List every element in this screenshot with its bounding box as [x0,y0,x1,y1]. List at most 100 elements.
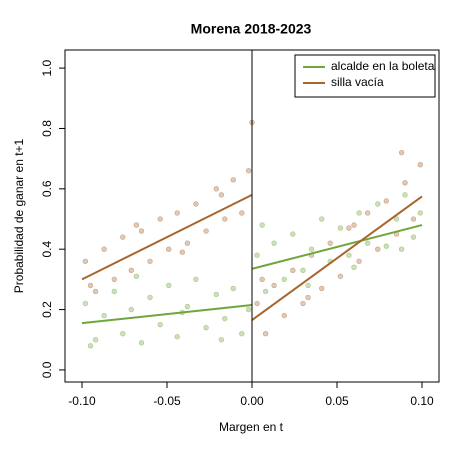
chart-title: Morena 2018-2023 [191,21,312,37]
point [410,234,417,240]
point [346,252,352,258]
point [203,228,209,234]
point [193,276,199,283]
y-tick-label: 0.0 [40,361,54,378]
point [179,249,186,255]
point [157,321,163,328]
point [300,267,306,274]
point [402,192,408,198]
point [166,246,172,252]
point [239,210,245,216]
point [398,149,405,156]
point [222,315,228,322]
point [133,222,140,228]
point [239,331,245,337]
point [305,282,311,289]
fit-line [81,193,253,281]
point [184,240,191,246]
point [300,300,306,307]
point [393,216,400,222]
point [259,276,265,283]
point [230,285,237,292]
point [230,177,237,183]
point [417,161,423,168]
legend-label: alcalde en la boleta [331,59,435,73]
point [364,210,371,216]
point [290,231,296,237]
point [417,210,423,216]
point [319,216,325,222]
point [128,267,135,274]
x-tick-label: -0.10 [68,394,96,408]
point [383,243,389,249]
point [133,273,140,280]
legend-label: silla vacía [331,75,384,89]
point [356,210,362,216]
point [92,337,99,343]
point [128,306,135,313]
point [147,294,153,301]
y-tick-label: 0.6 [40,180,54,197]
point [87,282,94,289]
point [262,331,269,337]
point [327,240,333,246]
point [147,258,153,264]
x-tick-label: 0.10 [410,394,434,408]
point [213,186,220,192]
y-tick-label: 1.0 [40,59,54,76]
x-tick-label: 0.00 [240,394,264,408]
point [271,240,277,246]
point [203,324,209,331]
point [402,180,408,186]
point [111,276,118,283]
fit-line [81,304,253,325]
point [111,288,118,295]
point [120,331,126,337]
legend-box [294,54,436,98]
point [254,300,260,307]
x-tick-label: 0.05 [325,394,349,408]
point [174,210,180,216]
point [120,234,126,240]
point [218,337,225,343]
point [308,246,315,252]
point [254,252,260,258]
point [410,216,417,222]
y-tick-label: 0.4 [40,241,54,258]
y-tick-label: 0.8 [40,120,54,137]
point [351,222,357,228]
point [82,300,89,307]
point [245,168,252,174]
plot-frame [64,49,440,383]
point [383,198,389,204]
point [213,291,220,298]
x-axis-label: Margen en t [219,420,284,434]
point [222,216,228,222]
point [245,306,252,313]
point [356,258,362,264]
point [138,228,145,234]
point [157,216,163,222]
y-axis-label: Probabilidad de ganar en t+1 [12,138,26,293]
point [290,267,296,274]
point [262,288,269,295]
point [138,340,145,346]
point [337,273,344,280]
x-tick-label: -0.05 [153,394,181,408]
point [375,246,381,252]
point [281,312,287,319]
point [218,192,225,198]
point [184,303,191,310]
fit-line [251,195,423,321]
point [319,285,325,292]
fit-line [251,224,423,270]
point [375,201,381,207]
point [271,282,277,289]
point [364,240,371,246]
point [346,225,352,231]
point [398,246,405,252]
point [351,264,357,271]
point [281,276,287,283]
point [259,222,265,228]
